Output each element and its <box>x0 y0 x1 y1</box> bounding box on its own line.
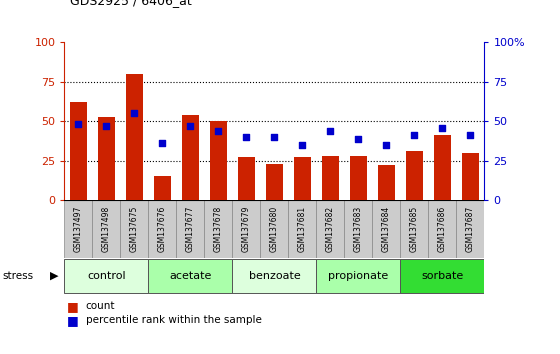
Bar <box>400 259 484 293</box>
Point <box>270 134 279 140</box>
Bar <box>238 158 255 200</box>
Bar <box>210 121 227 200</box>
Bar <box>316 259 400 293</box>
Point <box>382 142 391 148</box>
Point <box>102 123 111 129</box>
Bar <box>92 200 120 258</box>
Bar <box>148 200 176 258</box>
Bar <box>148 259 232 293</box>
Text: acetate: acetate <box>169 271 212 281</box>
Bar <box>232 259 316 293</box>
Bar <box>204 200 232 258</box>
Bar <box>344 200 372 258</box>
Point <box>242 134 251 140</box>
Bar <box>322 156 339 200</box>
Text: GSM137678: GSM137678 <box>214 206 223 252</box>
Text: propionate: propionate <box>328 271 389 281</box>
Bar <box>428 200 456 258</box>
Text: GSM137687: GSM137687 <box>466 206 475 252</box>
Text: GSM137686: GSM137686 <box>438 206 447 252</box>
Point <box>214 128 223 133</box>
Bar <box>378 165 395 200</box>
Text: GSM137679: GSM137679 <box>242 206 251 252</box>
Text: count: count <box>86 301 115 311</box>
Text: percentile rank within the sample: percentile rank within the sample <box>86 315 262 325</box>
Text: ■: ■ <box>67 314 79 327</box>
Point <box>438 125 447 130</box>
Bar <box>350 156 367 200</box>
Text: GSM137497: GSM137497 <box>74 206 83 252</box>
Text: GSM137682: GSM137682 <box>326 206 335 252</box>
Text: GSM137677: GSM137677 <box>186 206 195 252</box>
Text: GSM137680: GSM137680 <box>270 206 279 252</box>
Bar <box>260 200 288 258</box>
Point <box>74 121 83 127</box>
Bar <box>176 200 204 258</box>
Text: benzoate: benzoate <box>249 271 300 281</box>
Bar <box>64 259 148 293</box>
Bar <box>316 200 344 258</box>
Text: GSM137676: GSM137676 <box>158 206 167 252</box>
Text: control: control <box>87 271 125 281</box>
Text: GSM137683: GSM137683 <box>354 206 363 252</box>
Point <box>466 133 475 138</box>
Text: sorbate: sorbate <box>421 271 464 281</box>
Point <box>326 128 335 133</box>
Bar <box>98 116 115 200</box>
Point <box>130 110 139 116</box>
Bar <box>120 200 148 258</box>
Bar <box>266 164 283 200</box>
Bar <box>434 136 451 200</box>
Point <box>354 136 363 141</box>
Point <box>158 141 167 146</box>
Point <box>298 142 307 148</box>
Text: GSM137684: GSM137684 <box>382 206 391 252</box>
Bar <box>182 115 199 200</box>
Bar <box>400 200 428 258</box>
Point <box>410 133 419 138</box>
Bar <box>288 200 316 258</box>
Bar <box>126 74 143 200</box>
Bar <box>64 200 92 258</box>
Text: stress: stress <box>3 271 34 281</box>
Bar <box>70 102 87 200</box>
Text: ■: ■ <box>67 300 79 313</box>
Point <box>186 123 195 129</box>
Bar <box>406 151 423 200</box>
Bar <box>294 158 311 200</box>
Bar <box>372 200 400 258</box>
Text: GSM137685: GSM137685 <box>410 206 419 252</box>
Bar <box>232 200 260 258</box>
Text: GSM137498: GSM137498 <box>102 206 111 252</box>
Text: ▶: ▶ <box>50 271 59 281</box>
Text: GDS2925 / 6406_at: GDS2925 / 6406_at <box>70 0 192 7</box>
Bar <box>462 153 479 200</box>
Text: GSM137681: GSM137681 <box>298 206 307 252</box>
Bar <box>456 200 484 258</box>
Bar <box>154 176 171 200</box>
Text: GSM137675: GSM137675 <box>130 206 139 252</box>
